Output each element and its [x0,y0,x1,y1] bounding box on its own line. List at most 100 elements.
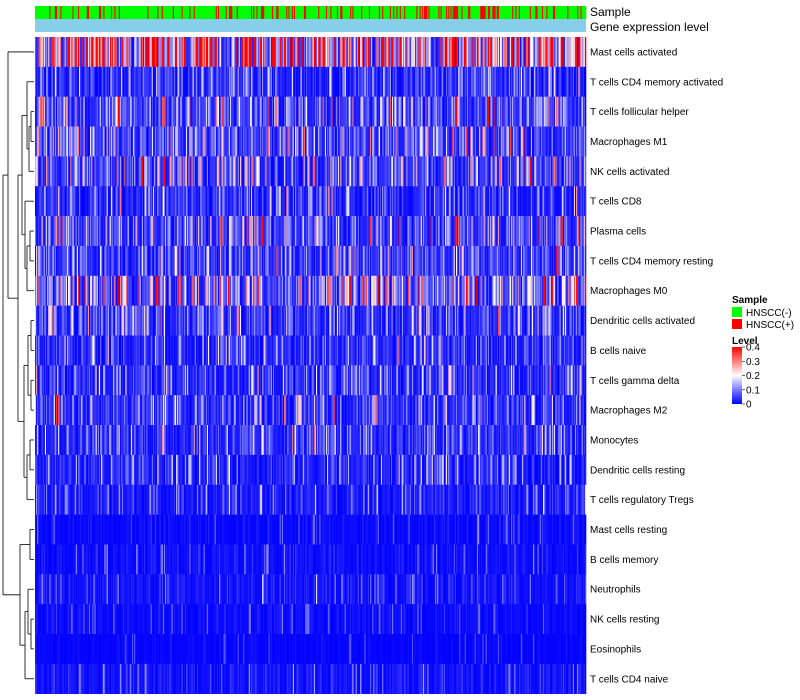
heatmap-cell [465,186,468,217]
heatmap-cell [384,96,386,127]
heatmap-cell [183,37,186,68]
heatmap-cell [149,66,152,97]
heatmap-cell [249,37,252,68]
sample-cell [297,6,299,19]
heatmap-cell [443,156,446,187]
heatmap-cell [463,37,466,68]
heatmap-cell [93,96,95,127]
heatmap-cell [247,216,250,247]
heatmap-cell [277,186,279,217]
heatmap-cell [567,126,569,157]
heatmap-cell [490,156,492,187]
heatmap-cell [160,126,163,157]
heatmap-cell [298,126,300,157]
heatmap-cell [563,66,566,97]
sample-cell [209,6,211,19]
heatmap-cell [473,186,475,217]
heatmap-cell [123,126,125,157]
sample-cell [256,6,258,19]
heatmap-cell [309,37,311,68]
heatmap-cell [279,96,282,127]
heatmap-cell [518,37,521,68]
heatmap-cell [548,156,550,187]
heatmap-cell [234,156,236,187]
sample-cell [473,6,475,19]
heatmap-cell [199,186,201,217]
heatmap-cell [210,186,212,217]
sample-cell [157,6,159,19]
heatmap-cell [509,126,512,157]
heatmap-cell [216,156,219,187]
heatmap-cell [398,66,401,97]
sample-cell [265,6,267,19]
heatmap-cell [246,156,248,187]
heatmap-cell [394,126,396,157]
heatmap-cell [450,126,452,157]
heatmap-cell [120,37,123,68]
heatmap-cell [404,37,406,68]
heatmap-cell [317,156,319,187]
heatmap-cell [120,186,123,217]
heatmap-cell [228,96,231,127]
heatmap-cell [284,66,286,97]
heatmap-cell [577,186,579,217]
heatmap-cell [39,37,41,68]
heatmap-cell [160,156,163,187]
heatmap-cell [210,37,212,68]
heatmap-cell [418,96,420,127]
sample-cell [131,6,134,19]
heatmap-cell [192,156,194,187]
sample-cell [358,6,361,19]
heatmap-cell [187,96,189,127]
heatmap-cell [425,186,427,217]
heatmap-cell [114,216,116,247]
heatmap-cell [168,186,170,217]
heatmap-cell [183,156,186,187]
heatmap-cell [440,66,442,97]
heatmap-cell [461,156,463,187]
heatmap-cell [154,216,156,247]
heatmap-cell [479,156,481,187]
heatmap-cell [275,156,277,187]
heatmap-cell [390,186,393,217]
heatmap-cell [474,156,477,187]
sample-cell [452,6,455,19]
heatmap-cell [119,156,122,187]
heatmap-cell [442,66,445,97]
heatmap-cell [486,126,489,157]
sample-cell [267,6,269,19]
heatmap-cell [130,186,133,217]
heatmap-cell [519,186,522,217]
heatmap-cell [130,126,133,157]
sample-cell [135,6,137,19]
heatmap-cell [528,66,531,97]
heatmap-cell [119,37,122,68]
heatmap-cell [358,156,361,187]
heatmap-cell [224,96,226,127]
heatmap-cell [245,216,247,247]
sample-cell [511,6,513,19]
heatmap-cell [243,66,245,97]
heatmap-cell [335,37,338,68]
sample-cell [180,6,182,19]
sample-cell [504,6,506,19]
sample-cell [451,6,453,19]
sample-cell [91,6,93,19]
heatmap-cell [331,156,333,187]
heatmap-cell [570,96,572,127]
heatmap-cell [514,186,516,217]
heatmap-cell [126,186,128,217]
heatmap-cell [181,126,183,157]
heatmap-cell [206,126,209,157]
heatmap-cell [351,66,353,97]
heatmap-cell [466,66,469,97]
heatmap-cell [277,96,279,127]
sample-cell [215,6,218,19]
heatmap-cell [250,37,253,68]
heatmap-cell [73,126,75,157]
heatmap-cell [139,216,142,247]
heatmap-cell [172,37,175,68]
sample-cell [179,6,181,19]
heatmap-cell [114,156,116,187]
heatmap-cell [544,126,546,157]
